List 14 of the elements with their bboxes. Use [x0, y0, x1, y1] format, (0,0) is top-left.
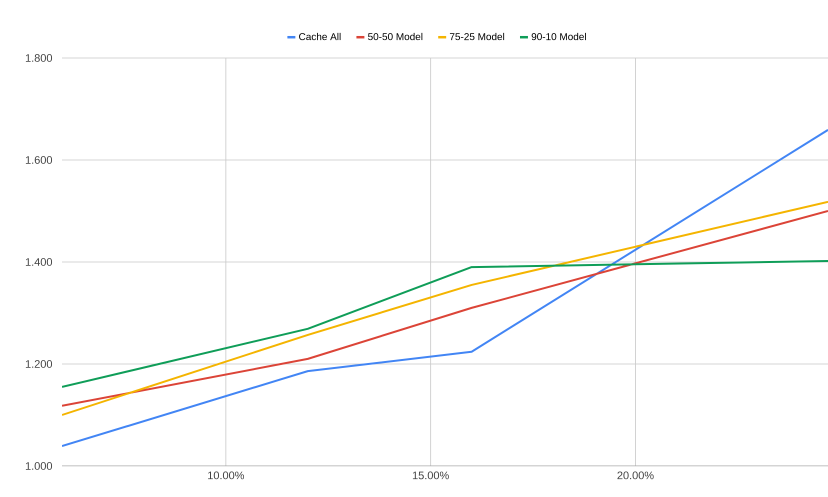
line-series [62, 260, 828, 388]
y-tick-label: 1.400 [26, 258, 52, 266]
line-series [62, 128, 828, 448]
y-tick-label: 1.000 [26, 462, 52, 470]
y-tick-label: 1.600 [26, 156, 52, 164]
y-tick-label: 1.800 [26, 54, 52, 62]
x-tick-label: 10.00% [208, 472, 244, 480]
x-tick-label: 15.00% [412, 472, 449, 480]
x-tick-label: 20.00% [617, 472, 654, 480]
y-tick-label: 1.200 [26, 360, 52, 368]
legend-label: Cache All [299, 32, 341, 40]
legend-label: 75-25 Model [450, 32, 504, 40]
legend-label: 50-50 Model [368, 32, 422, 40]
legend-label: 90-10 Model [532, 32, 586, 40]
